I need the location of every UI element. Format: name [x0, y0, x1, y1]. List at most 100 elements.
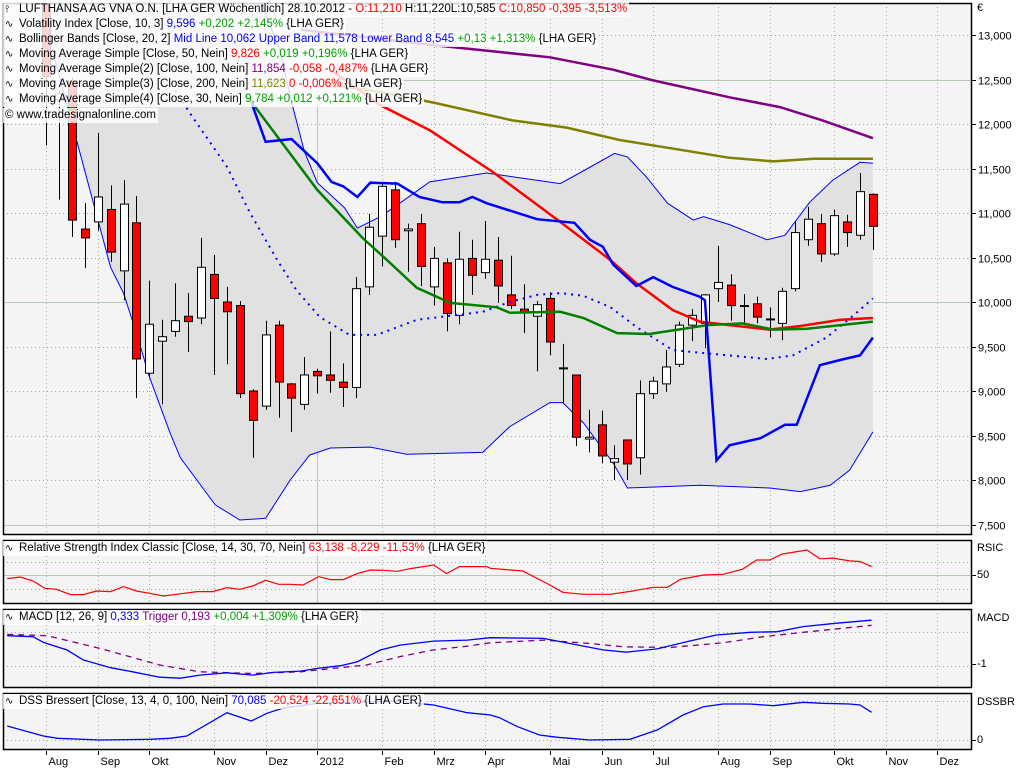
price-axis-label: 11,000: [978, 209, 1011, 221]
candle-body: [455, 258, 464, 316]
x-axis-label: Nov: [889, 756, 909, 768]
candle-body: [391, 189, 400, 241]
legend-name: Moving Average Simple [Close, 50, Nein]: [19, 48, 228, 60]
macd-panel-content: [3, 609, 972, 688]
legend-symbol: {LHA GER}: [364, 93, 423, 105]
legend-value: 63,138 -8,229 -11,53%: [308, 542, 425, 554]
legend-name: DSS Bressert [Close, 13, 4, 0, 100, Nein…: [19, 695, 229, 707]
legend-change: +0,004 +1,309%: [213, 611, 298, 623]
legend-ma-50[interactable]: ∿ Moving Average Simple [Close, 50, Nein]…: [3, 47, 411, 62]
candle-body: [675, 324, 684, 365]
candle-body: [507, 294, 516, 307]
indicator-wave-icon: ∿: [5, 612, 14, 623]
indicator-wave-icon: ∿: [5, 34, 14, 45]
candle: [856, 172, 865, 240]
candle: [481, 221, 490, 279]
legend-name: Moving Average Simple(4) [Close, 30, Nei…: [19, 93, 242, 105]
candle-body: [830, 215, 839, 255]
candle: [623, 439, 632, 480]
candle: [184, 293, 193, 352]
legend-symbol: {LHA GER}: [350, 48, 409, 60]
candle: [585, 409, 594, 453]
candle-body: [313, 370, 322, 377]
candle: [766, 307, 775, 338]
legend-macd[interactable]: ∿ MACD [12, 26, 9] 0,333 Trigger 0,193 +0…: [3, 610, 361, 625]
change-percent: -3,513%: [584, 3, 628, 15]
candle-body: [468, 257, 477, 276]
macd-axis-tick: -1: [977, 658, 987, 670]
candle: [649, 376, 658, 400]
instrument-name: LUFTHANSA AG VNA O.N. [LHA GER Wöchentli…: [19, 3, 285, 15]
low-value: L:10,585: [450, 3, 496, 15]
candle: [843, 214, 852, 247]
candle: [778, 287, 787, 341]
volatility-stop-line: [250, 102, 874, 464]
candle-body: [559, 367, 568, 370]
rsi-panel-content: [3, 540, 972, 604]
candle-body: [300, 374, 309, 405]
legend-volatility-index[interactable]: ∿ Volatility Index [Close, 10, 3] 9,596 +…: [3, 17, 346, 32]
candle-body: [804, 218, 813, 241]
candle-body: [339, 381, 348, 388]
candle-body: [753, 303, 762, 318]
candle-body: [843, 221, 852, 234]
candle-body: [184, 315, 193, 323]
legend-ma-200[interactable]: ∿ Moving Average Simple(3) [Close, 200, N…: [3, 77, 405, 92]
legend-change: +0,13 +1,313%: [457, 33, 536, 45]
dss-axis-title: DSSBR: [977, 696, 1015, 708]
candle-body: [132, 222, 141, 360]
legend-ma-30[interactable]: ∿ Moving Average Simple(4) [Close, 30, Ne…: [3, 92, 425, 107]
candle-body: [171, 320, 180, 332]
indicator-wave-icon: ∿: [5, 64, 14, 75]
bollinger-mid-line: [174, 89, 874, 361]
macd-trigger-line: [7, 624, 872, 675]
candle: [326, 331, 335, 393]
price-axis-label: 8,500: [978, 432, 1006, 444]
candle: [869, 193, 878, 250]
candle-body: [120, 203, 129, 272]
candle: [443, 258, 452, 332]
macd-panel-border: [2, 608, 973, 689]
candle-body: [326, 374, 335, 381]
candle-body: [275, 324, 284, 383]
candle: [365, 213, 374, 295]
rsi-line: [7, 549, 872, 597]
candle: [494, 237, 503, 303]
legend-rsi[interactable]: ∿ Relative Strength Index Classic [Close,…: [3, 541, 488, 556]
candle-body: [778, 290, 787, 324]
currency-label: €: [977, 2, 984, 14]
dss-line: [7, 700, 872, 741]
candle-body: [145, 323, 154, 374]
separator: -: [348, 3, 353, 15]
candle: [546, 292, 555, 356]
candle: [753, 296, 762, 324]
price-axis-label: 11,500: [978, 165, 1011, 177]
candle-body: [740, 305, 749, 308]
rsi-axis-title: RSIC: [977, 542, 1004, 554]
candle: [94, 132, 103, 231]
candle: [830, 209, 839, 256]
legend-name: Moving Average Simple(3) [Close, 200, Ne…: [19, 78, 249, 90]
legend-dss[interactable]: ∿ DSS Bressert [Close, 13, 4, 0, 100, Nei…: [3, 694, 424, 709]
legend-change: -20,524 -22,651%: [269, 695, 362, 707]
candle-body: [533, 304, 542, 317]
legend-change: +0,019 +0,196%: [263, 48, 348, 60]
ma-30-line: [244, 93, 874, 336]
indicator-wave-icon: ∿: [5, 19, 14, 30]
candle: [378, 182, 387, 267]
candle: [197, 237, 206, 325]
candle-body: [636, 393, 645, 459]
candle: [107, 185, 116, 262]
legend-ma-100[interactable]: ∿ Moving Average Simple(2) [Close, 100, N…: [3, 62, 431, 77]
candlestick-icon: ⫯: [5, 4, 10, 15]
price-axis-label: 7,500: [978, 521, 1006, 533]
macd-line: [7, 619, 872, 679]
indicator-wave-icon: ∿: [5, 49, 14, 60]
legend-bollinger-bands[interactable]: ∿ Bollinger Bands [Close, 20, 2] Mid Line…: [3, 32, 599, 47]
legend-value: 9,784: [245, 93, 274, 105]
candle: [158, 319, 167, 405]
copyright: © www.tradesignalonline.com: [3, 108, 159, 123]
candle-body: [727, 284, 736, 307]
dss-panel-border: [2, 692, 973, 751]
